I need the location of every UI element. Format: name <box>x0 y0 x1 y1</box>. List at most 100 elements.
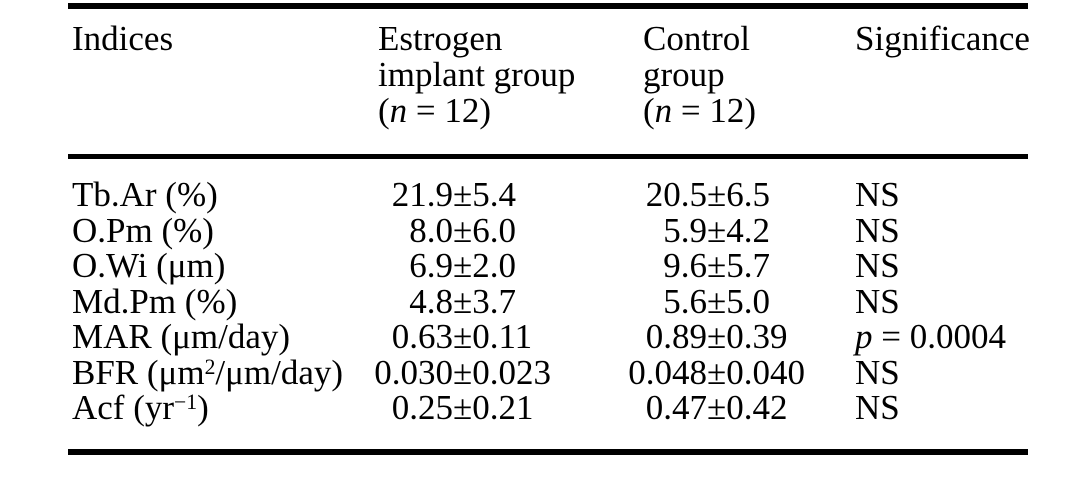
plus-minus-sign: ± <box>707 210 727 250</box>
plus-minus-sign: ± <box>453 281 473 321</box>
table-row: Tb.Ar (%) 21.9±5.4 20.5±6.5 NS <box>68 177 1082 213</box>
index-name: BFR (μm <box>72 352 205 392</box>
estrogen-value-cell: 6.9±2.0 <box>368 248 568 284</box>
table-bottom-rule <box>68 449 1028 455</box>
control-value-cell: 0.47±0.42 <box>622 390 822 426</box>
estrogen-header-line1: Estrogen <box>378 19 503 58</box>
column-gap <box>822 355 855 391</box>
significance-cell: NS <box>855 390 1028 426</box>
row-index-label: O.Wi (μm) <box>68 248 368 284</box>
paren-open: ( <box>378 91 390 130</box>
estrogen-sd: 3.7 <box>472 281 516 321</box>
control-mean: 0.47 <box>645 388 707 427</box>
significance-text: NS <box>855 246 900 285</box>
control-value-cell: 9.6±5.7 <box>622 248 822 284</box>
control-value-cell: 20.5±6.5 <box>622 177 822 213</box>
control-header-line1: Control <box>643 19 750 58</box>
significance-cell: NS <box>855 281 1028 321</box>
column-header-significance: Significance <box>855 19 1030 58</box>
significance-cell: NS <box>855 210 1028 250</box>
control-value-cell: 5.6±5.0 <box>622 281 822 321</box>
control-value-cell: 0.89±0.39 <box>622 319 822 355</box>
control-sd: 5.0 <box>726 281 770 321</box>
significance-cell: p = 0.0004 <box>855 319 1028 355</box>
table-row: Md.Pm (%) 4.8±3.7 5.6±5.0 NS <box>68 281 1082 321</box>
estrogen-sd: 0.21 <box>472 388 534 427</box>
column-gap <box>822 284 855 320</box>
estrogen-mean: 0.030 <box>374 352 453 392</box>
column-gap <box>568 319 622 355</box>
column-header-estrogen-group: Estrogen implant group (n = 12) <box>378 21 575 129</box>
significance-text: NS <box>855 175 900 214</box>
plus-minus-sign: ± <box>707 317 727 356</box>
index-name: Md.Pm (%) <box>72 281 238 321</box>
row-index-label: Tb.Ar (%) <box>68 177 368 213</box>
table-row: O.Pm (%) 8.0±6.0 5.9±4.2 NS <box>68 210 1082 250</box>
control-sd: 6.5 <box>726 175 770 214</box>
row-index-label: BFR (μm2/μm/day) <box>68 352 368 392</box>
estrogen-header-line2: implant group <box>378 55 576 94</box>
row-index-label: Acf (yr−1) <box>68 390 368 426</box>
control-mean: 0.89 <box>645 317 707 356</box>
plus-minus-sign: ± <box>707 175 727 214</box>
control-mean: 5.6 <box>663 281 707 321</box>
index-name-suffix: /μm/day) <box>215 352 344 392</box>
n-count: = 12) <box>672 91 757 130</box>
significance-text: NS <box>855 388 900 427</box>
control-sd: 0.39 <box>726 317 788 356</box>
row-index-label: O.Pm (%) <box>68 210 368 250</box>
control-value-cell: 0.048±0.040 <box>622 352 822 392</box>
estrogen-value-cell: 0.63±0.11 <box>368 319 568 355</box>
table-body: Tb.Ar (%) 21.9±5.4 20.5±6.5 NS O.Pm (%) … <box>68 177 1082 426</box>
column-gap <box>822 390 855 426</box>
plus-minus-sign: ± <box>707 352 727 392</box>
control-mean: 0.048 <box>628 352 707 392</box>
control-header-line2: group <box>643 55 725 94</box>
index-name: Tb.Ar (%) <box>72 175 218 214</box>
estrogen-sd: 0.11 <box>472 317 533 356</box>
control-mean: 20.5 <box>645 175 707 214</box>
control-mean: 5.9 <box>663 210 707 250</box>
index-name-suffix: ) <box>197 388 209 427</box>
column-gap <box>568 248 622 284</box>
significance-cell: NS <box>855 354 1028 391</box>
plus-minus-sign: ± <box>707 246 727 285</box>
estrogen-mean: 6.9 <box>409 246 453 285</box>
significance-cell: NS <box>855 177 1028 213</box>
column-gap <box>822 177 855 213</box>
column-gap <box>822 319 855 355</box>
index-superscript: 2 <box>204 354 216 379</box>
table-row: Acf (yr−1) 0.25 ±0.21 0.47±0.42 NS <box>68 390 1082 426</box>
control-value-cell: 5.9±4.2 <box>622 210 822 250</box>
plus-minus-sign: ± <box>453 352 473 392</box>
p-symbol: p <box>855 317 873 356</box>
estrogen-mean: 0.25 <box>391 388 453 427</box>
estrogen-value-cell: 8.0±6.0 <box>368 210 568 250</box>
estrogen-sd: 5.4 <box>472 175 516 214</box>
index-superscript: −1 <box>174 390 198 415</box>
estrogen-mean: 0.63 <box>391 317 453 356</box>
significance-text: NS <box>855 210 900 250</box>
index-name: O.Pm (%) <box>72 210 214 250</box>
column-gap <box>568 284 622 320</box>
plus-minus-sign: ± <box>707 281 727 321</box>
estrogen-mean: 4.8 <box>409 281 453 321</box>
plus-minus-sign: ± <box>453 246 473 285</box>
index-name: MAR (μm/day) <box>72 317 291 356</box>
significance-text: = 0.0004 <box>872 317 1006 356</box>
n-symbol: n <box>654 91 673 130</box>
n-symbol: n <box>389 91 408 130</box>
plus-minus-sign: ± <box>707 388 727 427</box>
table-row: MAR (μm/day) 0.63±0.11 0.89±0.39 p = 0.0… <box>68 319 1082 355</box>
control-sd: 5.7 <box>726 246 770 285</box>
column-gap <box>822 213 855 249</box>
plus-minus-sign: ± <box>453 210 473 250</box>
control-header-n: (n = 12) <box>643 93 756 129</box>
table-top-rule <box>68 3 1028 9</box>
significance-text: NS <box>855 281 900 321</box>
index-name: Acf (yr <box>72 388 175 427</box>
column-gap <box>568 213 622 249</box>
control-sd: 0.040 <box>726 352 805 392</box>
table-header-rule <box>68 154 1028 159</box>
